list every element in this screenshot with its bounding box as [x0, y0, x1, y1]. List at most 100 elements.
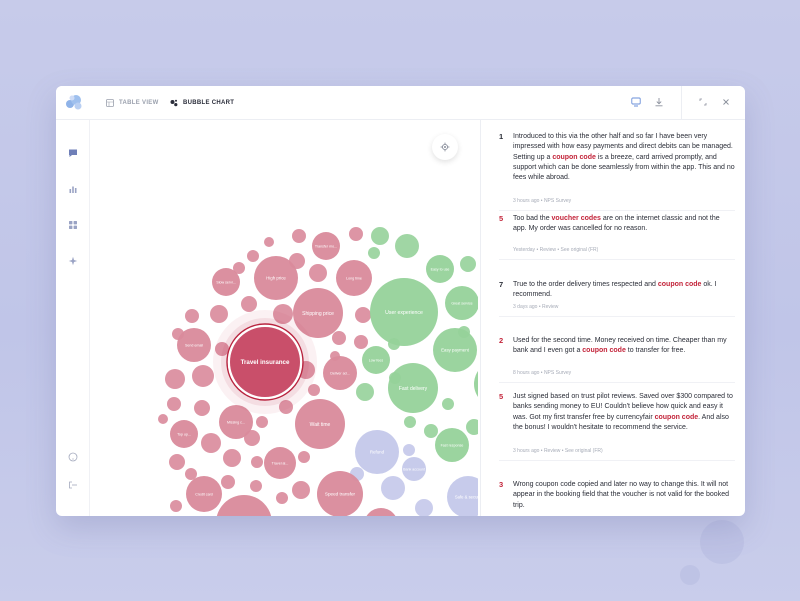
bubble[interactable] [279, 400, 293, 414]
bubble[interactable] [336, 260, 372, 296]
bubble[interactable] [247, 250, 259, 262]
bubble[interactable] [241, 296, 257, 312]
help-icon[interactable] [68, 452, 78, 462]
bubble[interactable] [309, 264, 327, 282]
bubble[interactable] [293, 288, 343, 338]
bubble[interactable] [317, 471, 363, 516]
monitor-icon[interactable] [631, 97, 641, 107]
tab-label: BUBBLE CHART [183, 100, 235, 106]
bubble[interactable] [292, 481, 310, 499]
bar-chart-icon[interactable] [68, 184, 78, 194]
bubble[interactable] [355, 307, 371, 323]
bubble[interactable] [364, 508, 398, 516]
tab-bubble-chart[interactable]: BUBBLE CHART [170, 96, 234, 110]
bubble[interactable] [169, 454, 185, 470]
bubble[interactable] [388, 363, 438, 413]
download-icon[interactable] [654, 97, 664, 107]
bubble[interactable] [210, 305, 228, 323]
review-text: Too bad the voucher codes are on the int… [513, 214, 735, 235]
bubble[interactable] [254, 256, 298, 300]
bubble[interactable] [276, 492, 288, 504]
sparkle-icon[interactable] [68, 256, 78, 266]
bubble[interactable] [395, 234, 419, 258]
bubble[interactable] [381, 476, 405, 500]
bubble[interactable] [233, 262, 245, 274]
bubble[interactable] [170, 420, 198, 448]
bubble[interactable] [215, 342, 229, 356]
bubble[interactable] [403, 444, 415, 456]
bubble-label: Long time [346, 276, 362, 280]
bubble[interactable] [165, 369, 185, 389]
bubble[interactable] [356, 383, 374, 401]
review-text-segment: Just signed based on trust pilot reviews… [513, 393, 733, 421]
bubble[interactable] [177, 328, 211, 362]
bubble[interactable] [362, 346, 390, 374]
bubble-label: Shipping price [302, 311, 334, 317]
bubble[interactable] [323, 356, 357, 390]
bubble[interactable] [292, 229, 306, 243]
bubble[interactable] [221, 475, 235, 489]
bubble[interactable] [355, 430, 399, 474]
bubble[interactable] [308, 384, 320, 396]
bubble[interactable] [219, 405, 253, 439]
bubble[interactable] [354, 335, 368, 349]
bubble[interactable] [212, 268, 240, 296]
bubble-selected[interactable] [230, 327, 300, 397]
panel-divider [480, 120, 481, 516]
divider [499, 316, 735, 317]
bubble[interactable] [371, 227, 389, 245]
bubble[interactable] [370, 278, 438, 346]
divider [499, 460, 735, 461]
tab-table-view[interactable]: TABLE VIEW [106, 96, 159, 110]
bubble[interactable] [185, 309, 199, 323]
chat-icon[interactable] [68, 148, 78, 158]
bubble[interactable] [433, 328, 477, 372]
bubble[interactable] [264, 237, 274, 247]
bubble[interactable] [298, 451, 310, 463]
bubble[interactable] [186, 476, 222, 512]
bubble[interactable] [402, 457, 426, 481]
bubble-label: Credit card [195, 492, 213, 496]
bubble[interactable] [256, 416, 268, 428]
logout-icon[interactable] [68, 480, 78, 490]
expand-icon[interactable] [698, 97, 708, 107]
bubble[interactable] [415, 499, 433, 516]
grid-icon[interactable] [68, 220, 78, 230]
bubble-label: Safe & secure [455, 494, 478, 499]
bubble[interactable] [426, 255, 454, 283]
close-icon[interactable] [721, 97, 731, 107]
bubble[interactable] [435, 428, 469, 462]
bubble[interactable] [158, 414, 168, 424]
bubble[interactable] [368, 247, 380, 259]
chart-settings-button[interactable] [432, 134, 458, 160]
bubble[interactable] [349, 227, 363, 241]
bubble[interactable] [460, 256, 476, 272]
bubble[interactable] [474, 361, 520, 407]
bubble[interactable] [424, 424, 438, 438]
logo-icon [66, 95, 82, 110]
bubble[interactable] [192, 365, 214, 387]
bubble-label: Speed transfer [325, 492, 356, 497]
bubble[interactable] [185, 468, 197, 480]
bubble[interactable] [194, 400, 210, 416]
bubble[interactable] [264, 447, 296, 479]
bubble[interactable] [216, 495, 272, 516]
bubble[interactable] [170, 500, 182, 512]
bubble[interactable] [251, 456, 263, 468]
review-rating: 3 [499, 480, 504, 489]
bubble[interactable] [250, 480, 262, 492]
bubble[interactable] [167, 397, 181, 411]
bubble[interactable] [273, 304, 293, 324]
bubble[interactable] [201, 433, 221, 453]
bubble[interactable] [466, 419, 482, 435]
review-text-segment: True to the order delivery times respect… [513, 281, 658, 288]
keyword-highlight: coupon code [654, 413, 699, 421]
bubble[interactable] [332, 331, 346, 345]
bubble[interactable] [445, 286, 479, 320]
bubble[interactable] [404, 416, 416, 428]
bubble[interactable] [312, 232, 340, 260]
bubble[interactable] [223, 449, 241, 467]
bubble[interactable] [295, 399, 345, 449]
bubble-label: Easy payment [441, 348, 470, 353]
bubble[interactable] [442, 398, 454, 410]
